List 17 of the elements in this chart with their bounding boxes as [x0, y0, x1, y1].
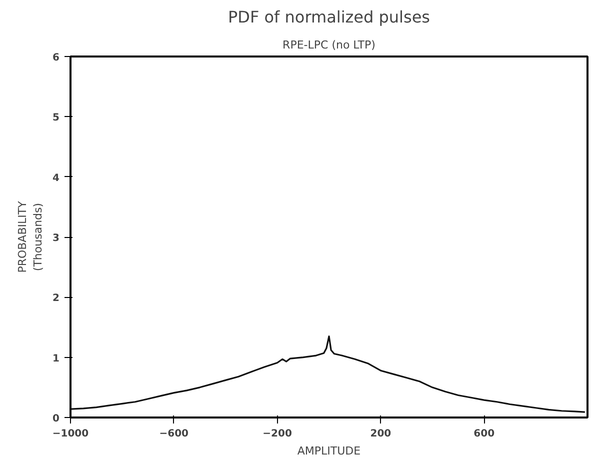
chart-title: PDF of normalized pulses — [228, 8, 430, 26]
y-tick-label: 5 — [52, 112, 60, 124]
y-tick-label: 2 — [52, 293, 60, 304]
x-tick-label: 200 — [370, 428, 392, 440]
chart-subtitle: RPE-LPC (no LTP) — [282, 38, 376, 52]
x-axis-title: AMPLITUDE — [297, 444, 361, 458]
x-tick-label: −1000 — [52, 428, 89, 440]
x-tick-label: −200 — [262, 428, 292, 440]
y-tick-label: 6 — [52, 52, 60, 64]
y-tick-label: 3 — [52, 233, 60, 244]
y-axis-title: PROBABILITY (Thousands) — [16, 200, 45, 273]
line-series — [70, 335, 586, 413]
x-tick-label: −600 — [159, 428, 189, 440]
y-tick-label: 4 — [52, 172, 60, 184]
y-tick-label: 1 — [52, 353, 60, 364]
y-tick-label: 0 — [52, 414, 60, 424]
x-tick-label: 600 — [474, 428, 495, 440]
